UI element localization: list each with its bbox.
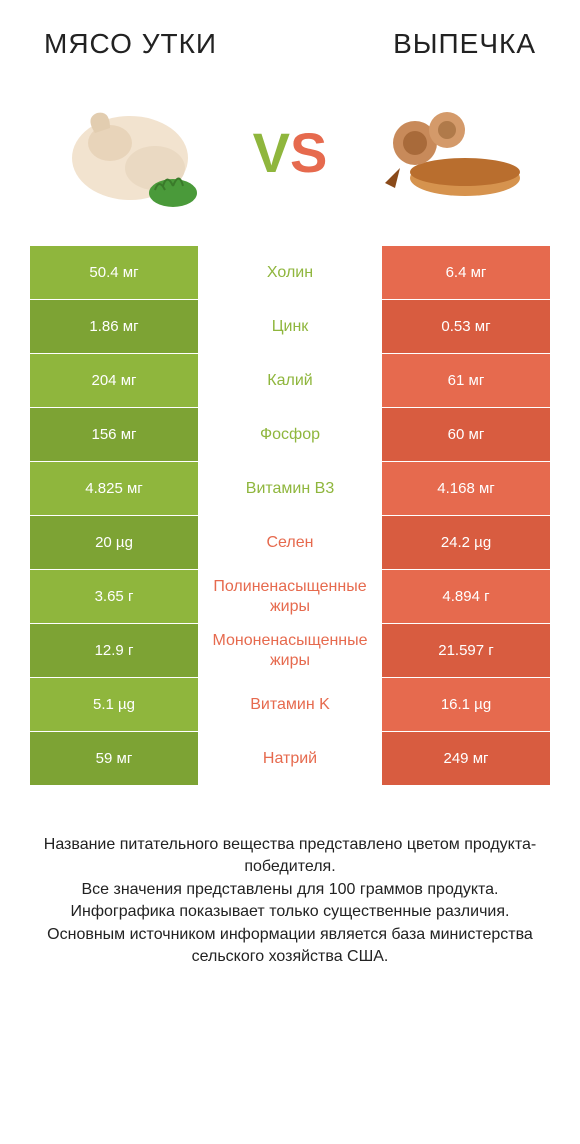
table-row: 59 мгНатрий249 мг [30,732,550,786]
food-image-right [355,88,525,218]
comparison-table: 50.4 мгХолин6.4 мг1.86 мгЦинк0.53 мг204 … [0,246,580,786]
value-right: 6.4 мг [382,246,550,299]
nutrient-label: Натрий [198,732,382,785]
value-right: 0.53 мг [382,300,550,353]
value-right: 4.168 мг [382,462,550,515]
footer-notes: Название питательного вещества представл… [0,786,580,968]
value-right: 16.1 µg [382,678,550,731]
value-left: 20 µg [30,516,198,569]
value-right: 60 мг [382,408,550,461]
title-right: ВЫПЕЧКА [393,28,536,60]
nutrient-label: Калий [198,354,382,407]
footer-line-2: Все значения представлены для 100 граммо… [32,879,548,901]
value-left: 3.65 г [30,570,198,623]
table-row: 12.9 гМононенасыщенные жиры21.597 г [30,624,550,678]
value-left: 156 мг [30,408,198,461]
value-right: 21.597 г [382,624,550,677]
footer-line-1: Название питательного вещества представл… [32,834,548,879]
title-left: МЯСО УТКИ [44,28,217,60]
value-left: 50.4 мг [30,246,198,299]
value-left: 4.825 мг [30,462,198,515]
vs-label: VS [253,125,328,181]
value-right: 24.2 µg [382,516,550,569]
vs-v: V [253,121,290,184]
value-left: 59 мг [30,732,198,785]
nutrient-label: Цинк [198,300,382,353]
value-right: 4.894 г [382,570,550,623]
nutrient-label: Полиненасыщенные жиры [198,570,382,623]
footer-line-4: Основным источником информации является … [32,924,548,969]
table-row: 156 мгФосфор60 мг [30,408,550,462]
table-row: 50.4 мгХолин6.4 мг [30,246,550,300]
table-row: 204 мгКалий61 мг [30,354,550,408]
nutrient-label: Витамин K [198,678,382,731]
nutrient-label: Витамин B3 [198,462,382,515]
header: МЯСО УТКИ ВЫПЕЧКА [0,0,580,60]
vs-row: VS [0,60,580,246]
duck-meat-icon [55,88,225,218]
table-row: 3.65 гПолиненасыщенные жиры4.894 г [30,570,550,624]
vs-s: S [290,121,327,184]
table-row: 4.825 мгВитамин B34.168 мг [30,462,550,516]
nutrient-label: Селен [198,516,382,569]
value-left: 1.86 мг [30,300,198,353]
value-right: 61 мг [382,354,550,407]
nutrient-label: Фосфор [198,408,382,461]
nutrient-label: Мононенасыщенные жиры [198,624,382,677]
nutrient-label: Холин [198,246,382,299]
food-image-left [55,88,225,218]
value-left: 12.9 г [30,624,198,677]
table-row: 5.1 µgВитамин K16.1 µg [30,678,550,732]
pastry-icon [355,88,525,218]
value-left: 204 мг [30,354,198,407]
value-left: 5.1 µg [30,678,198,731]
value-right: 249 мг [382,732,550,785]
table-row: 20 µgСелен24.2 µg [30,516,550,570]
footer-line-3: Инфографика показывает только существенн… [32,901,548,923]
table-row: 1.86 мгЦинк0.53 мг [30,300,550,354]
